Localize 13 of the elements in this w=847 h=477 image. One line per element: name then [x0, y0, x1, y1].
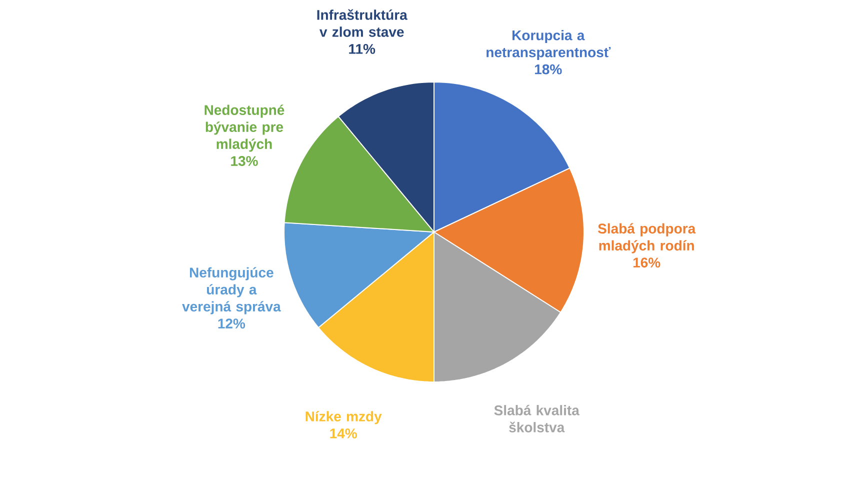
slice-label: Infraštruktúra v zlom stave — [317, 9, 408, 37]
slice-label: Nedostupné bývanie pre mladých — [204, 104, 284, 152]
slice-label: Slabá kvalita školstva — [494, 404, 580, 432]
data-label: 18% — [535, 64, 562, 74]
slice-label: Nízke mzdy — [306, 411, 382, 424]
data-label: 13% — [231, 156, 258, 166]
data-label: 16% — [633, 258, 660, 268]
slice-label: Nefungujúce úrady a verejná správa — [182, 267, 281, 314]
data-label: 12% — [218, 318, 246, 328]
data-label: 11% — [349, 44, 376, 54]
data-label: 14% — [330, 428, 357, 438]
slice-label: Korupcia a netransparentnosť — [486, 30, 611, 60]
slice-label: Slabá podpora mladých rodín — [598, 223, 696, 254]
